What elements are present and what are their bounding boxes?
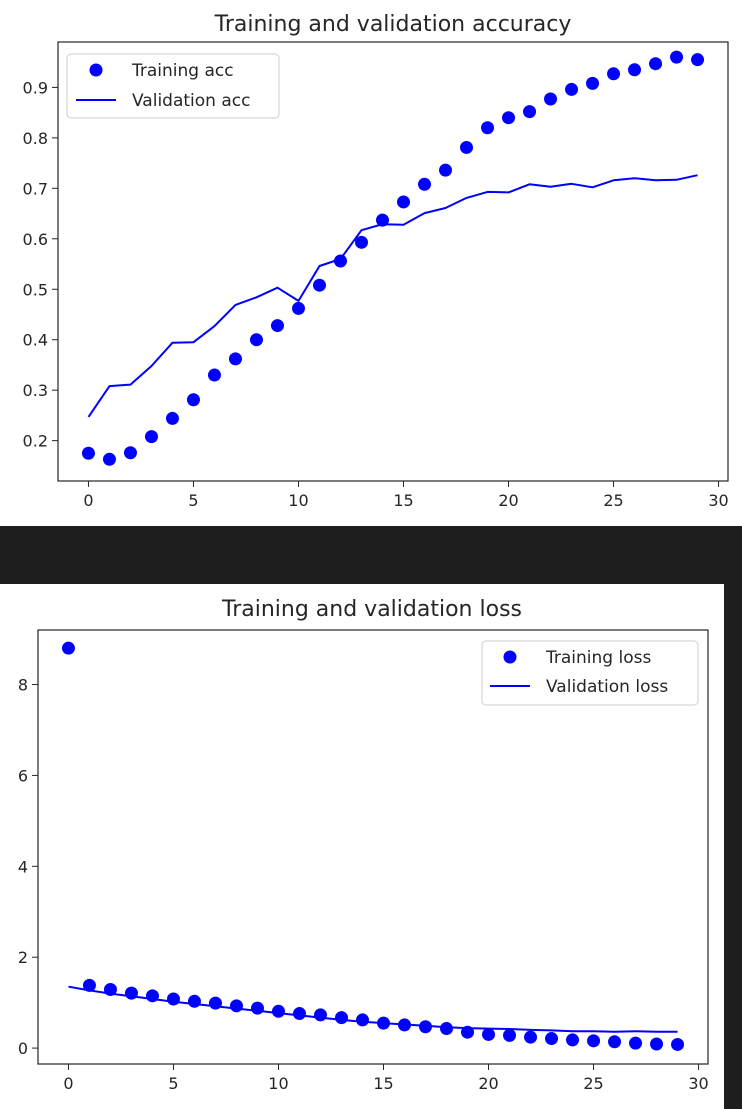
y-tick-label: 2 [18, 948, 28, 967]
x-tick-label: 10 [288, 491, 308, 510]
y-tick-label: 8 [18, 676, 28, 695]
data-point-training-loss [187, 994, 201, 1008]
data-point-training-loss [650, 1037, 664, 1051]
legend-label-training: Training acc [131, 61, 234, 81]
x-tick-label: 5 [168, 1074, 178, 1093]
accuracy-chart: Training and validation accuracy 0 5 10 15 2… [23, 12, 729, 510]
y-tick-label: 0.8 [23, 129, 48, 148]
data-point-training-acc [123, 446, 137, 460]
data-point-training-acc [691, 53, 705, 67]
x-tick-label: 0 [63, 1074, 73, 1093]
data-point-training-loss [229, 999, 243, 1013]
data-point-training-acc [228, 352, 242, 366]
y-tick-label: 0.6 [23, 230, 48, 249]
data-point-training-acc [586, 76, 600, 90]
series-line-validation-acc [87, 174, 698, 418]
loss-chart: Training and validation loss 0 5 10 15 20 25 3… [18, 597, 709, 1093]
y-tick-label: 0.9 [23, 78, 48, 97]
data-point-training-loss [524, 1030, 538, 1044]
data-point-training-loss [334, 1011, 348, 1025]
x-tick-label: 20 [498, 491, 518, 510]
chart-title: Training and validation loss [221, 597, 522, 622]
y-tick-label: 0 [18, 1039, 28, 1058]
data-point-training-loss [608, 1035, 622, 1049]
data-point-training-acc [670, 50, 684, 64]
x-tick-label: 30 [708, 491, 728, 510]
x-tick-label: 15 [393, 491, 413, 510]
data-point-training-acc [354, 235, 368, 249]
legend-label-validation: Validation acc [132, 91, 250, 111]
data-point-training-acc [649, 57, 663, 71]
legend-label-validation: Validation loss [546, 677, 668, 697]
y-tick-label: 0.3 [23, 381, 48, 400]
chart-title: Training and validation accuracy [214, 12, 572, 37]
data-point-training-loss [545, 1032, 559, 1046]
data-point-training-loss [482, 1027, 496, 1041]
data-point-training-loss [587, 1034, 601, 1048]
data-point-training-acc [165, 411, 179, 425]
y-tick-label: 0.5 [23, 280, 48, 299]
plot-frame [57, 41, 729, 482]
data-point-training-loss [82, 978, 96, 992]
y-tick-label: 4 [18, 857, 28, 876]
data-point-training-loss [566, 1033, 580, 1047]
data-point-training-acc [291, 301, 305, 315]
data-point-training-acc [565, 82, 579, 96]
legend-marker-training [89, 63, 103, 77]
x-tick-label: 10 [268, 1074, 288, 1093]
data-point-training-acc [249, 333, 263, 347]
data-point-training-loss [250, 1001, 264, 1015]
x-tick-label: 25 [583, 1074, 603, 1093]
series-line-validation-loss [68, 985, 678, 1033]
x-tick-label: 20 [478, 1074, 498, 1093]
data-point-training-acc [207, 368, 221, 382]
legend-marker-training [503, 650, 517, 664]
y-tick-label: 0.4 [23, 331, 48, 350]
plot-frame [37, 629, 709, 1065]
data-point-training-acc [186, 393, 200, 407]
data-point-training-acc [270, 319, 284, 333]
data-point-training-acc [81, 446, 95, 460]
data-point-training-acc [481, 121, 495, 135]
data-point-training-loss [629, 1036, 643, 1050]
legend-label-training: Training loss [545, 648, 651, 668]
data-point-training-acc [523, 105, 537, 119]
data-point-training-acc [502, 111, 516, 125]
data-point-training-loss [166, 992, 180, 1006]
data-point-training-loss [271, 1004, 285, 1018]
data-point-training-acc [439, 163, 453, 177]
x-tick-label: 0 [83, 491, 93, 510]
data-point-training-acc [628, 63, 642, 77]
legend-box [66, 53, 280, 119]
legend-box [481, 640, 699, 706]
data-point-training-loss [503, 1028, 517, 1042]
y-tick-label: 0.7 [23, 179, 48, 198]
data-point-training-acc [333, 254, 347, 268]
data-point-training-loss [61, 641, 75, 655]
legend: Training loss Validation loss [481, 640, 699, 706]
data-point-training-loss [313, 1008, 327, 1022]
accuracy-chart-panel: Training and validation accuracy 0 5 10 15 2… [0, 0, 742, 526]
x-tick-label: 30 [688, 1074, 708, 1093]
data-point-training-acc [397, 195, 411, 209]
y-tick-label: 0.2 [23, 432, 48, 451]
y-tick-label: 6 [18, 766, 28, 785]
data-point-training-loss [440, 1022, 454, 1036]
data-point-training-acc [418, 177, 432, 191]
data-point-training-acc [312, 278, 326, 292]
data-point-training-acc [607, 67, 621, 81]
loss-chart-panel: Training and validation loss 0 5 10 15 20 25 3… [0, 584, 724, 1109]
data-point-training-loss [292, 1007, 306, 1021]
x-tick-label: 5 [188, 491, 198, 510]
data-point-training-acc [144, 430, 158, 444]
x-tick-label: 15 [373, 1074, 393, 1093]
x-tick-label: 25 [603, 491, 623, 510]
data-point-training-acc [544, 92, 558, 106]
data-point-training-acc [102, 452, 116, 466]
data-point-training-loss [355, 1013, 369, 1027]
legend: Training acc Validation acc [66, 53, 280, 119]
data-point-training-acc [460, 140, 474, 154]
data-point-training-loss [671, 1037, 685, 1051]
